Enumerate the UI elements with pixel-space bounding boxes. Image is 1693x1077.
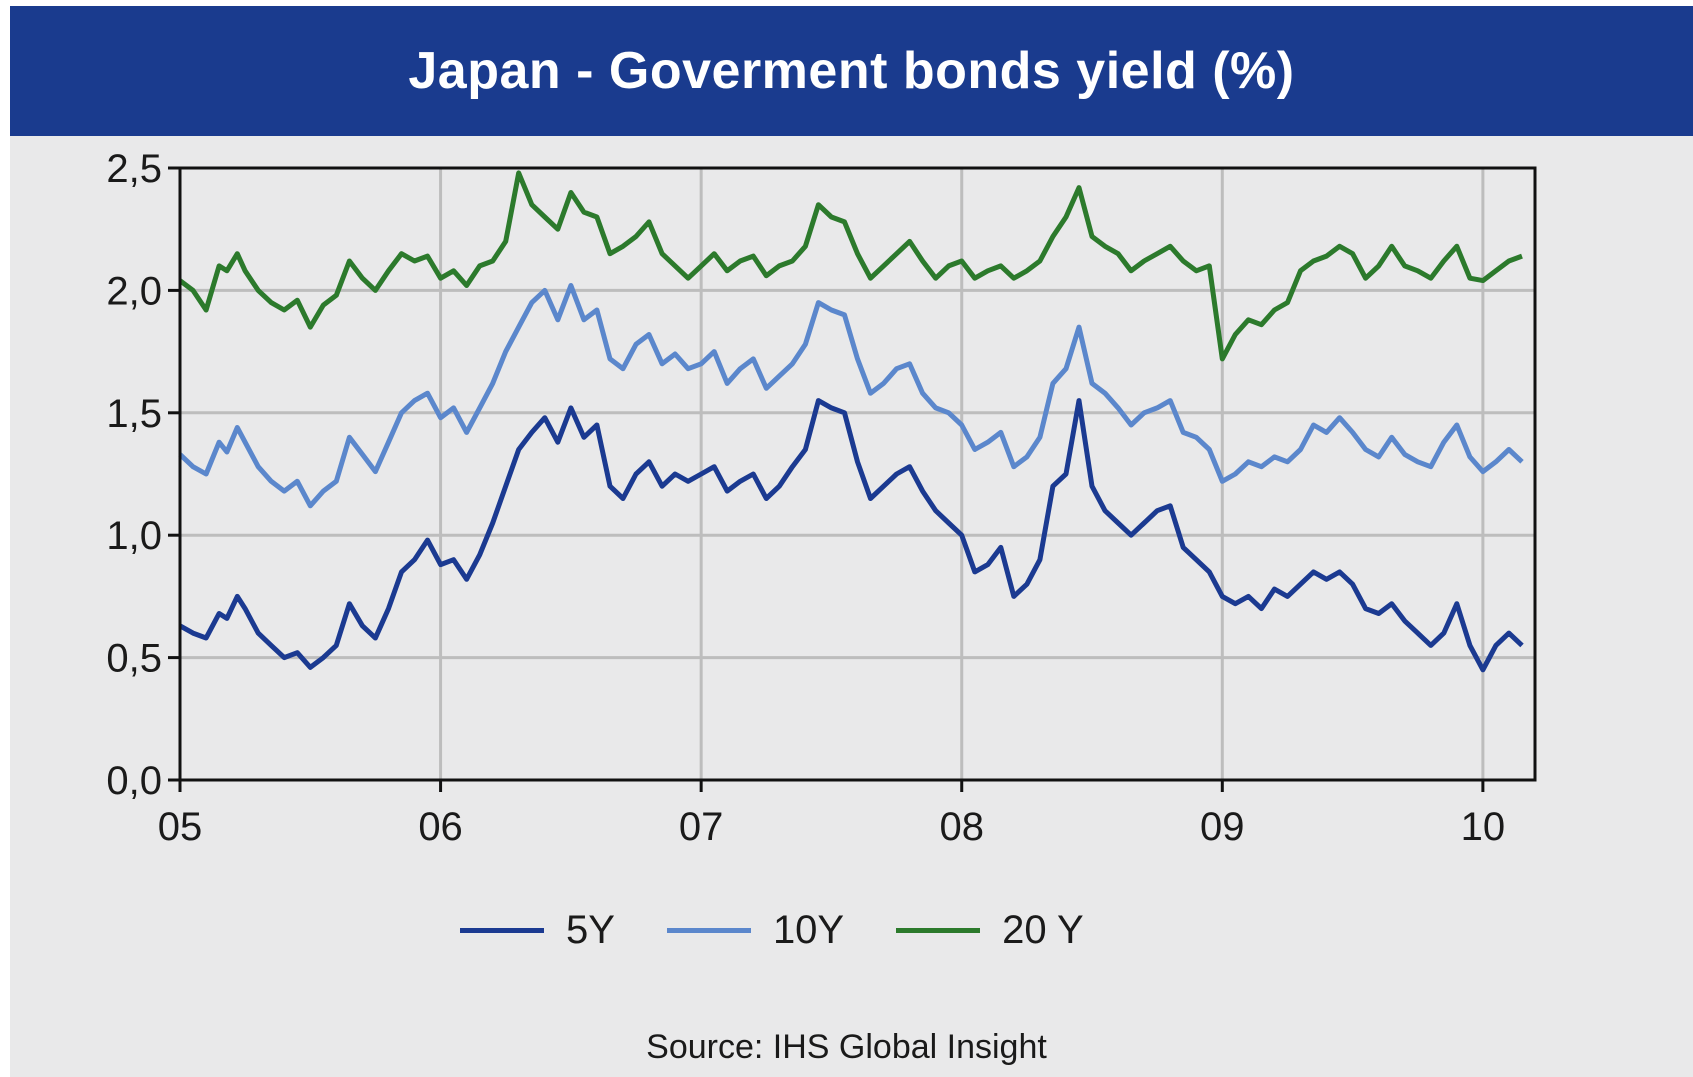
y-tick-label: 0,5 (106, 637, 162, 681)
plot-area (180, 168, 1535, 780)
source-note: Source: IHS Global Insight (646, 1028, 1047, 1066)
legend-label-5y: 5Y (566, 907, 615, 952)
x-tick-label: 10 (1461, 805, 1506, 849)
series-line-10y (178, 283, 1524, 509)
legend-swatch-5y (460, 927, 544, 933)
legend-item-10y: 10Y (666, 907, 845, 953)
legend-item-5y: 5Y (460, 908, 615, 953)
plot-border (178, 166, 1537, 782)
series-line-5y (178, 398, 1524, 673)
x-tick-label: 09 (1200, 805, 1245, 849)
x-tick-label: 06 (418, 805, 463, 849)
y-tick-label: 2,0 (106, 269, 162, 313)
title-banner: Japan - Goverment bonds yield (%) (10, 6, 1693, 136)
legend-label-10y: 10Y (772, 907, 845, 952)
y-tick-label: 0,0 (106, 759, 162, 803)
legend-label-20y: 20 Y (1002, 907, 1084, 952)
chart-title: Japan - Goverment bonds yield (%) (408, 42, 1295, 100)
y-tick-label: 1,0 (106, 514, 162, 558)
x-tick-label: 07 (679, 805, 724, 849)
y-tick-label: 1,5 (106, 392, 162, 436)
x-tick-label: 08 (939, 805, 984, 849)
legend-swatch-20y (896, 927, 981, 933)
legend-swatch-10y (666, 927, 751, 933)
legend: 5Y 10Y 20 Y (460, 900, 1136, 960)
x-tick-label: 05 (158, 805, 203, 849)
y-tick-label: 2,5 (106, 147, 162, 191)
legend-item-20y: 20 Y (896, 908, 1084, 953)
series-line-20y (178, 170, 1523, 362)
